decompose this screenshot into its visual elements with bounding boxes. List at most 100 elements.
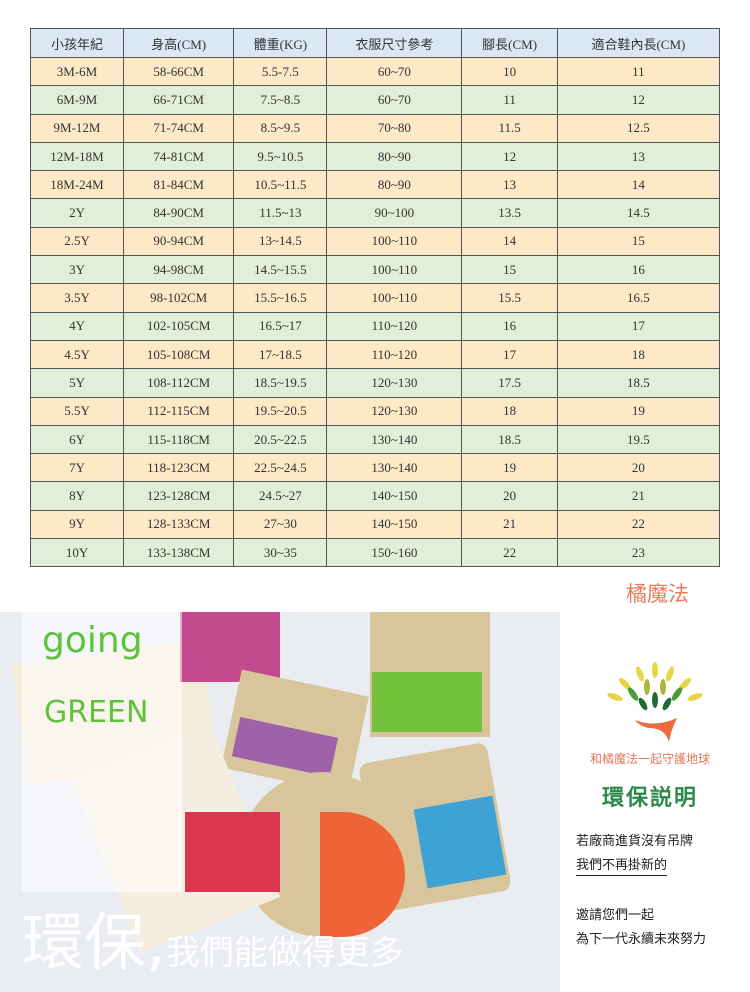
table-cell: 9.5~10.5 (233, 141, 328, 172)
table-cell: 133-138CM (123, 538, 235, 568)
table-cell: 20 (461, 481, 558, 511)
table-cell: 3.5Y (29, 283, 125, 313)
table-row: 5.5Y 112-115CM 19.5~20.5 120~130 18 19 (29, 396, 721, 426)
table-row: 2Y 84-90CM 11.5~13 90~100 13.5 14.5 (29, 198, 721, 228)
table-cell: 9M-12M (29, 113, 125, 143)
table-cell: 60~70 (326, 56, 463, 87)
tree-hand-logo-icon (607, 662, 703, 742)
table-cell: 18.5~19.5 (233, 368, 328, 398)
table-row: 18M-24M 81-84CM 10.5~11.5 80~90 13 14 (29, 170, 721, 200)
header-height: 身高(CM) (123, 28, 235, 58)
table-cell: 17 (556, 311, 721, 341)
eco-line-1: 若廠商進貨沒有吊牌 (576, 834, 694, 849)
table-cell: 6Y (29, 424, 125, 455)
table-cell: 71-74CM (123, 113, 235, 143)
table-cell: 15.5~16.5 (233, 283, 328, 313)
table-cell: 23 (556, 538, 721, 568)
table-cell: 22 (461, 538, 558, 568)
table-cell: 12 (556, 85, 721, 115)
table-cell: 98-102CM (123, 283, 235, 313)
table-cell: 27~30 (233, 509, 328, 540)
table-cell: 70~80 (326, 113, 463, 143)
table-row: 12M-18M 74-81CM 9.5~10.5 80~90 12 13 (29, 141, 721, 172)
header-age: 小孩年紀 (29, 28, 125, 58)
table-cell: 7Y (29, 453, 125, 483)
eco-slogan: 和橘魔法一起守護地球 (590, 752, 711, 766)
table-cell: 22.5~24.5 (233, 453, 328, 483)
banner-headline: 環保,我們能做得更多 (22, 892, 404, 982)
table-cell: 100~110 (326, 226, 463, 257)
table-cell: 150~160 (326, 538, 463, 568)
table-cell: 10Y (29, 538, 125, 568)
table-cell: 3Y (29, 255, 125, 285)
table-cell: 120~130 (326, 368, 463, 398)
table-cell: 12.5 (556, 113, 721, 143)
header-weight: 體重(KG) (233, 28, 328, 58)
table-cell: 2.5Y (29, 226, 125, 257)
table-cell: 140~150 (326, 509, 463, 540)
table-row: 4.5Y 105-108CM 17~18.5 110~120 17 18 (29, 339, 721, 370)
table-cell: 15 (461, 255, 558, 285)
table-cell: 14 (461, 226, 558, 257)
table-cell: 14.5 (556, 198, 721, 228)
table-row: 3M-6M 58-66CM 5.5-7.5 60~70 10 11 (29, 56, 721, 87)
table-cell: 15 (556, 226, 721, 257)
table-cell: 108-112CM (123, 368, 235, 398)
table-cell: 128-133CM (123, 509, 235, 540)
table-row: 7Y 118-123CM 22.5~24.5 130~140 19 20 (29, 453, 721, 483)
table-cell: 130~140 (326, 453, 463, 483)
table-cell: 90-94CM (123, 226, 235, 257)
going-text: going (42, 620, 143, 661)
table-cell: 12 (461, 141, 558, 172)
table-cell: 10 (461, 56, 558, 87)
table-row: 4Y 102-105CM 16.5~17 110~120 16 17 (29, 311, 721, 341)
tag-shape (185, 812, 280, 892)
table-row: 6M-9M 66-71CM 7.5~8.5 60~70 11 12 (29, 85, 721, 115)
header-foot-length: 腳長(CM) (461, 28, 558, 58)
table-cell: 2Y (29, 198, 125, 228)
table-header-row: 小孩年紀 身高(CM) 體重(KG) 衣服尺寸參考 腳長(CM) 適合鞋內長(C… (29, 28, 721, 58)
table-row: 8Y 123-128CM 24.5~27 140~150 20 21 (29, 481, 721, 511)
table-cell: 16.5 (556, 283, 721, 313)
table-cell: 21 (461, 509, 558, 540)
table-cell: 123-128CM (123, 481, 235, 511)
table-cell: 6M-9M (29, 85, 125, 115)
table-cell: 80~90 (326, 141, 463, 172)
table-cell: 13.5 (461, 198, 558, 228)
table-cell: 18.5 (556, 368, 721, 398)
table-cell: 16 (461, 311, 558, 341)
table-cell: 110~120 (326, 339, 463, 370)
table-cell: 130~140 (326, 424, 463, 455)
table-cell: 118-123CM (123, 453, 235, 483)
table-cell: 24.5~27 (233, 481, 328, 511)
table-cell: 5.5-7.5 (233, 56, 328, 87)
table-cell: 80~90 (326, 170, 463, 200)
table-row: 6Y 115-118CM 20.5~22.5 130~140 18.5 19.5 (29, 424, 721, 455)
table-cell: 7.5~8.5 (233, 85, 328, 115)
table-cell: 9Y (29, 509, 125, 540)
table-cell: 66-71CM (123, 85, 235, 115)
table-cell: 18M-24M (29, 170, 125, 200)
eco-title: 環保説明 (602, 786, 699, 811)
size-chart-table: 小孩年紀 身高(CM) 體重(KG) 衣服尺寸參考 腳長(CM) 適合鞋內長(C… (29, 28, 721, 568)
green-text: GREEN (44, 696, 148, 730)
table-cell: 120~130 (326, 396, 463, 426)
tag-shape (372, 672, 482, 732)
table-cell: 20.5~22.5 (233, 424, 328, 455)
table-cell: 19.5~20.5 (233, 396, 328, 426)
table-cell: 100~110 (326, 255, 463, 285)
table-row: 9M-12M 71-74CM 8.5~9.5 70~80 11.5 12.5 (29, 113, 721, 143)
table-cell: 21 (556, 481, 721, 511)
headline-tagline: 我們能做得更多 (165, 933, 404, 973)
table-cell: 4.5Y (29, 339, 125, 370)
table-cell: 19 (556, 396, 721, 426)
table-cell: 100~110 (326, 283, 463, 313)
table-cell: 102-105CM (123, 311, 235, 341)
table-cell: 17.5 (461, 368, 558, 398)
table-cell: 16 (556, 255, 721, 285)
table-cell: 15.5 (461, 283, 558, 313)
headline-comma: , (146, 906, 166, 979)
table-cell: 17~18.5 (233, 339, 328, 370)
table-cell: 8Y (29, 481, 125, 511)
tag-shape (413, 795, 507, 889)
